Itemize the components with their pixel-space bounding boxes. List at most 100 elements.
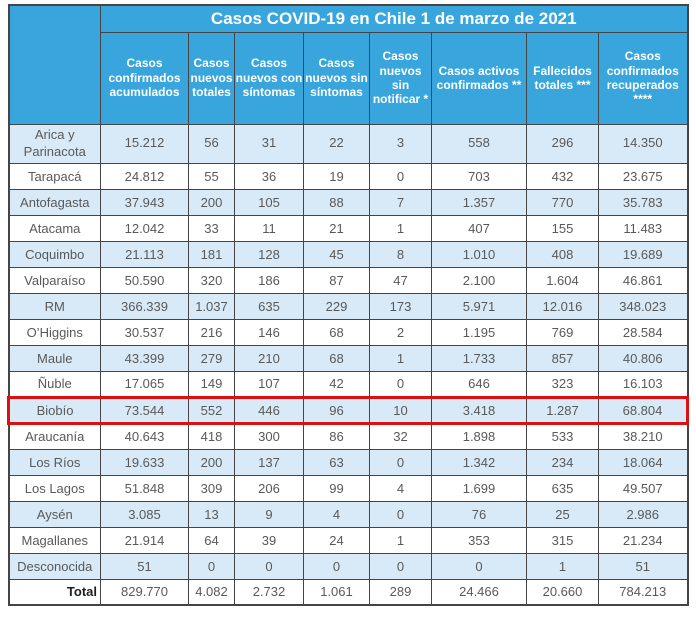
- covid-table: Casos COVID-19 en Chile 1 de marzo de 20…: [7, 4, 689, 606]
- value-cell: 1.287: [526, 395, 599, 425]
- value-cell: 200: [188, 188, 235, 216]
- region-cell: Valparaíso: [8, 266, 101, 294]
- value-cell: 46.861: [598, 266, 688, 294]
- total-row: Total 829.770 4.082 2.732 1.061 289 24.466 20.6…: [8, 578, 688, 606]
- value-cell: 635: [234, 292, 304, 320]
- total-value-cell: 4.082: [188, 578, 235, 606]
- value-cell: 11.483: [598, 214, 688, 242]
- value-cell: 107: [234, 370, 304, 398]
- value-cell: 32: [369, 422, 432, 450]
- region-cell: Ñuble: [8, 370, 101, 398]
- value-cell: 64: [188, 526, 235, 554]
- value-cell: 47: [369, 266, 432, 294]
- value-cell: 1.010: [431, 240, 527, 268]
- value-cell: 315: [526, 526, 599, 554]
- value-cell: 16.103: [598, 370, 688, 398]
- table-row: Los Ríos 19.633 200 137 63 0 1.342 234 18.064: [8, 448, 688, 476]
- table-row: Tarapacá 24.812 55 36 19 0 703 432 23.675: [8, 162, 688, 190]
- value-cell: 45: [303, 240, 370, 268]
- value-cell: 19.633: [100, 448, 189, 476]
- value-cell: 1: [526, 552, 599, 580]
- value-cell: 13: [188, 500, 235, 528]
- value-cell: 37.943: [100, 188, 189, 216]
- total-value-cell: 20.660: [526, 578, 599, 606]
- value-cell: 105: [234, 188, 304, 216]
- total-value-cell: 784.213: [598, 578, 688, 606]
- value-cell: 22: [303, 123, 370, 164]
- value-cell: 87: [303, 266, 370, 294]
- value-cell: 533: [526, 422, 599, 450]
- value-cell: 7: [369, 188, 432, 216]
- value-cell: 50.590: [100, 266, 189, 294]
- value-cell: 36: [234, 162, 304, 190]
- value-cell: 229: [303, 292, 370, 320]
- value-cell: 128: [234, 240, 304, 268]
- value-cell: 43.399: [100, 344, 189, 372]
- value-cell: 0: [188, 552, 235, 580]
- total-value-cell: 829.770: [100, 578, 189, 606]
- value-cell: 33: [188, 214, 235, 242]
- total-value-cell: 2.732: [234, 578, 304, 606]
- column-header: Casos nuevos sin síntomas: [303, 31, 370, 125]
- value-cell: 323: [526, 370, 599, 398]
- value-cell: 1.733: [431, 344, 527, 372]
- value-cell: 216: [188, 318, 235, 346]
- region-cell: Aysén: [8, 500, 101, 528]
- value-cell: 30.537: [100, 318, 189, 346]
- value-cell: 279: [188, 344, 235, 372]
- column-header: Casos confirmados acumulados: [100, 31, 189, 125]
- value-cell: 149: [188, 370, 235, 398]
- value-cell: 200: [188, 448, 235, 476]
- value-cell: 0: [369, 162, 432, 190]
- table-row: Antofagasta 37.943 200 105 88 7 1.357 770 35.783: [8, 188, 688, 216]
- value-cell: 19: [303, 162, 370, 190]
- value-cell: 1: [369, 214, 432, 242]
- value-cell: 5.971: [431, 292, 527, 320]
- value-cell: 76: [431, 500, 527, 528]
- table-row: Ñuble 17.065 149 107 42 0 646 323 16.103: [8, 370, 688, 398]
- value-cell: 446: [234, 395, 304, 425]
- region-cell: Atacama: [8, 214, 101, 242]
- value-cell: 1.195: [431, 318, 527, 346]
- value-cell: 206: [234, 474, 304, 502]
- value-cell: 68.804: [598, 395, 689, 425]
- total-value-cell: 289: [369, 578, 432, 606]
- value-cell: 56: [188, 123, 235, 164]
- value-cell: 320: [188, 266, 235, 294]
- value-cell: 1: [369, 344, 432, 372]
- value-cell: 9: [234, 500, 304, 528]
- region-cell: Magallanes: [8, 526, 101, 554]
- value-cell: 31: [234, 123, 304, 164]
- value-cell: 0: [369, 370, 432, 398]
- value-cell: 769: [526, 318, 599, 346]
- value-cell: 51.848: [100, 474, 189, 502]
- value-cell: 1.604: [526, 266, 599, 294]
- region-cell: Maule: [8, 344, 101, 372]
- value-cell: 40.806: [598, 344, 688, 372]
- value-cell: 0: [303, 552, 370, 580]
- region-cell: O’Higgins: [8, 318, 101, 346]
- column-header: Casos confirmados recuperados ****: [598, 31, 688, 125]
- table-row: Aysén 3.085 13 9 4 0 76 25 2.986: [8, 500, 688, 528]
- value-cell: 646: [431, 370, 527, 398]
- value-cell: 0: [369, 448, 432, 476]
- value-cell: 186: [234, 266, 304, 294]
- column-header-row: Casos confirmados acumulados Casos nuevos…: [9, 31, 688, 125]
- value-cell: 14.350: [598, 123, 688, 164]
- value-cell: 73.544: [100, 395, 189, 425]
- value-cell: 0: [431, 552, 527, 580]
- value-cell: 25: [526, 500, 599, 528]
- column-header: Casos nuevos sin notificar *: [369, 31, 432, 125]
- value-cell: 1.342: [431, 448, 527, 476]
- value-cell: 137: [234, 448, 304, 476]
- value-cell: 309: [188, 474, 235, 502]
- value-cell: 2: [369, 318, 432, 346]
- region-cell: Antofagasta: [8, 188, 101, 216]
- value-cell: 366.339: [100, 292, 189, 320]
- table-row: Araucanía 40.643 418 300 86 32 1.898 533 38.210: [8, 422, 688, 450]
- value-cell: 4: [369, 474, 432, 502]
- value-cell: 0: [369, 552, 432, 580]
- value-cell: 21.914: [100, 526, 189, 554]
- value-cell: 19.689: [598, 240, 688, 268]
- value-cell: 2.986: [598, 500, 688, 528]
